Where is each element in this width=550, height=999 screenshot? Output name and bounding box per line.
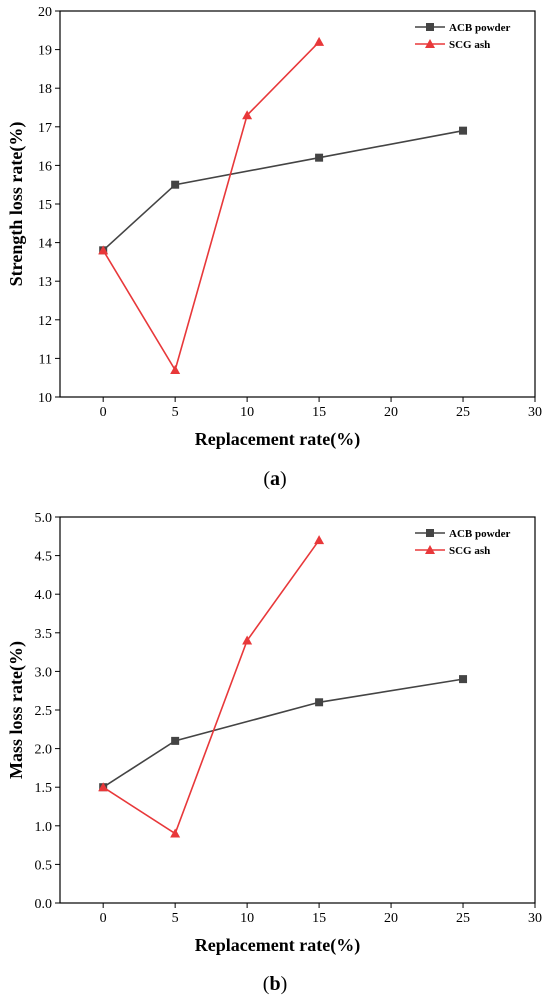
data-point bbox=[170, 828, 181, 838]
y-tick-label: 1.5 bbox=[35, 781, 53, 796]
x-tick-label: 0 bbox=[100, 405, 107, 420]
y-tick-label: 18 bbox=[38, 82, 52, 97]
data-point bbox=[315, 698, 324, 707]
x-tick-label: 20 bbox=[384, 911, 398, 926]
x-tick-label: 15 bbox=[312, 911, 326, 926]
data-point bbox=[171, 736, 180, 745]
x-axis-label: Replacement rate(%) bbox=[195, 935, 360, 956]
y-tick-label: 2.0 bbox=[35, 743, 53, 758]
x-tick-label: 30 bbox=[528, 405, 542, 420]
x-tick-label: 10 bbox=[240, 405, 254, 420]
x-tick-label: 20 bbox=[384, 405, 398, 420]
plot-frame bbox=[59, 516, 536, 904]
y-tick-label: 4.0 bbox=[35, 588, 53, 603]
x-tick-label: 10 bbox=[240, 911, 254, 926]
plot-frame bbox=[59, 10, 536, 398]
data-point bbox=[98, 245, 109, 255]
legend-label: SCG ash bbox=[449, 545, 490, 557]
panel-caption: (a) bbox=[263, 468, 286, 490]
data-point bbox=[171, 180, 180, 189]
legend-label: SCG ash bbox=[449, 39, 490, 51]
x-tick-label: 25 bbox=[456, 405, 470, 420]
x-tick-label: 30 bbox=[528, 911, 542, 926]
x-tick-label: 5 bbox=[172, 911, 179, 926]
x-tick-label: 5 bbox=[172, 405, 179, 420]
y-tick-label: 13 bbox=[38, 275, 52, 290]
y-axis-label: Strength loss rate(%) bbox=[6, 122, 27, 287]
y-tick-label: 19 bbox=[38, 44, 52, 59]
y-tick-label: 1.0 bbox=[35, 820, 53, 835]
y-tick-label: 17 bbox=[38, 121, 52, 136]
legend-label: ACB powder bbox=[449, 22, 511, 34]
x-axis-label: Replacement rate(%) bbox=[195, 429, 360, 450]
data-point bbox=[242, 635, 253, 645]
data-point bbox=[315, 153, 324, 162]
y-tick-label: 5.0 bbox=[35, 511, 53, 526]
y-tick-label: 0.0 bbox=[35, 897, 53, 912]
y-axis-label: Mass loss rate(%) bbox=[6, 641, 27, 779]
y-tick-label: 20 bbox=[38, 5, 52, 20]
y-tick-label: 14 bbox=[38, 237, 52, 252]
series-line bbox=[102, 41, 320, 372]
data-point bbox=[459, 675, 468, 684]
data-point bbox=[170, 364, 181, 374]
legend-marker bbox=[425, 545, 435, 554]
legend-marker bbox=[426, 23, 434, 31]
panel-caption: (b) bbox=[263, 973, 287, 995]
x-tick-label: 25 bbox=[456, 911, 470, 926]
y-tick-label: 3.0 bbox=[35, 665, 53, 680]
series-line bbox=[102, 678, 464, 788]
data-point bbox=[242, 110, 253, 120]
y-tick-label: 3.5 bbox=[35, 627, 53, 642]
legend-marker bbox=[425, 39, 435, 48]
data-point bbox=[98, 782, 109, 792]
x-tick-label: 15 bbox=[312, 405, 326, 420]
legend-marker bbox=[426, 529, 434, 537]
chart-a: 0 5 10 15 20 25 30 10 11 12 13 14 15 16 17 18 19 20 Replac… bbox=[6, 5, 542, 490]
y-tick-label: 2.5 bbox=[35, 704, 53, 719]
y-tick-label: 16 bbox=[38, 159, 52, 174]
series-line bbox=[102, 539, 320, 835]
data-point bbox=[314, 535, 325, 545]
y-tick-label: 11 bbox=[39, 352, 52, 367]
data-point bbox=[314, 36, 325, 46]
y-tick-label: 15 bbox=[38, 198, 52, 213]
y-tick-label: 4.5 bbox=[35, 550, 53, 565]
chart-b: 0 5 10 15 20 25 30 0.0 0.5 1.0 1.5 2.0 2.5 3.0 3.5 4.0 4… bbox=[6, 511, 542, 995]
data-point bbox=[459, 126, 468, 135]
series-line bbox=[102, 129, 464, 251]
y-tick-label: 0.5 bbox=[35, 858, 53, 873]
x-tick-label: 0 bbox=[100, 911, 107, 926]
y-tick-label: 12 bbox=[38, 314, 52, 329]
y-tick-label: 10 bbox=[38, 391, 52, 406]
legend-label: ACB powder bbox=[449, 528, 511, 540]
